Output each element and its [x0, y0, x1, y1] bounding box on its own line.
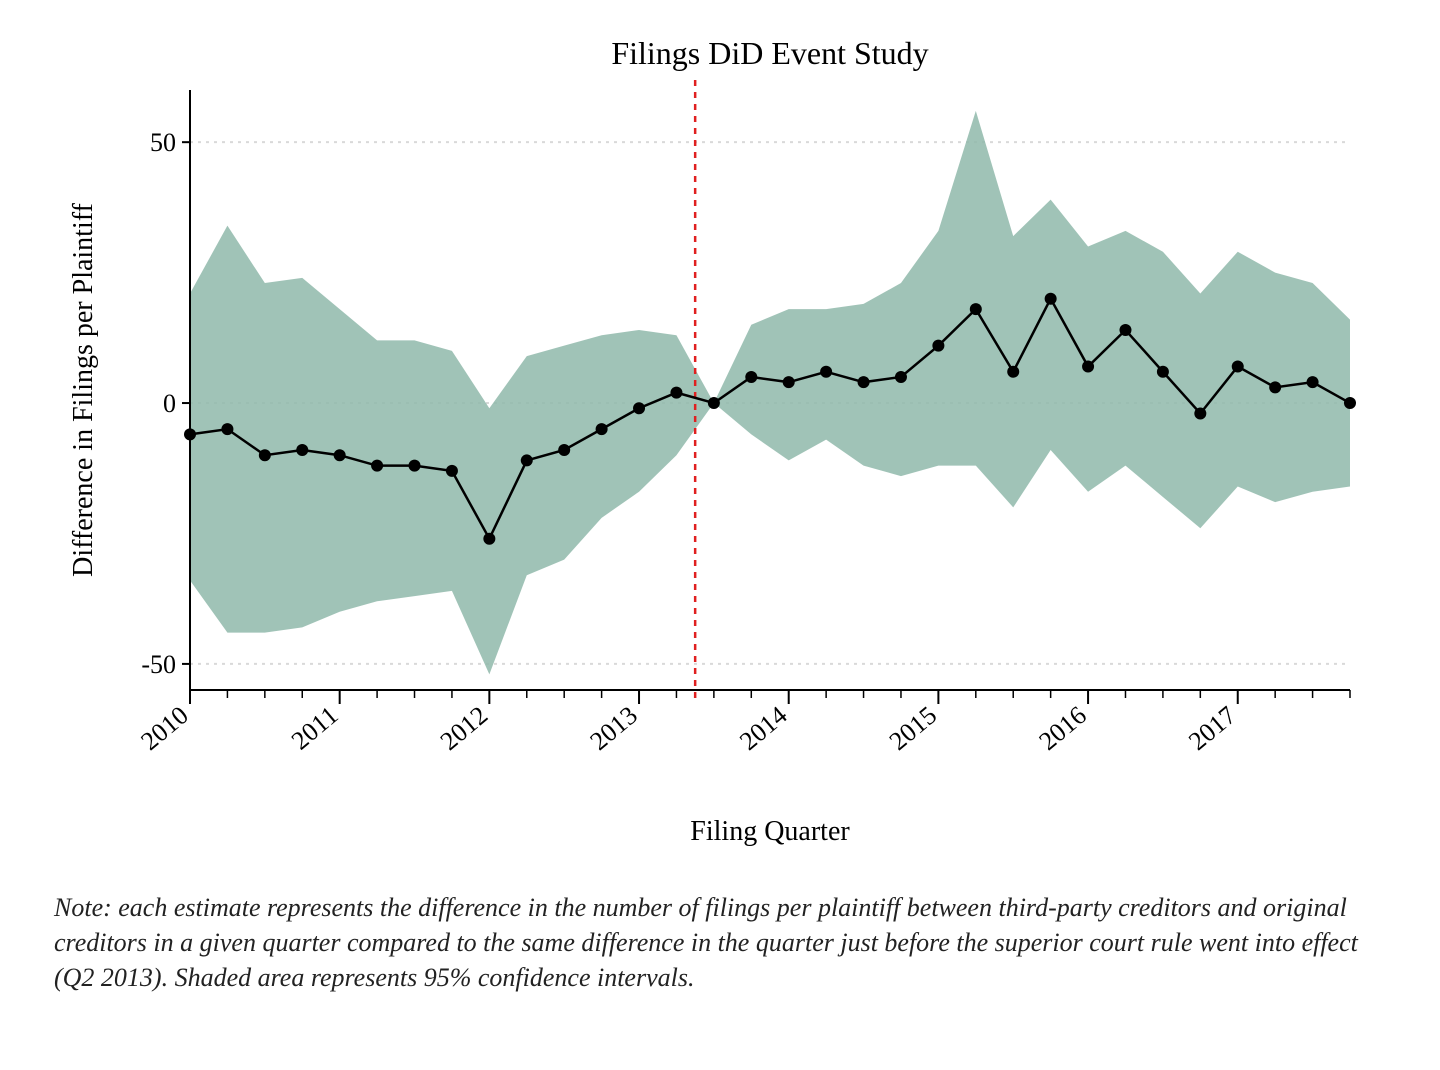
data-point: [259, 449, 271, 461]
y-tick-label: -50: [141, 650, 176, 679]
data-point: [820, 366, 832, 378]
data-point: [521, 454, 533, 466]
data-point: [633, 402, 645, 414]
data-point: [708, 397, 720, 409]
chart-svg: Filings DiD Event Study-5005020102011201…: [50, 30, 1390, 860]
data-point: [783, 376, 795, 388]
data-point: [1157, 366, 1169, 378]
data-point: [745, 371, 757, 383]
figure-container: Filings DiD Event Study-5005020102011201…: [0, 0, 1440, 1070]
data-point: [1269, 381, 1281, 393]
data-point: [932, 340, 944, 352]
data-point: [221, 423, 233, 435]
chart-title: Filings DiD Event Study: [611, 35, 928, 71]
data-point: [1232, 361, 1244, 373]
data-point: [670, 387, 682, 399]
data-point: [858, 376, 870, 388]
data-point: [1119, 324, 1131, 336]
data-point: [483, 533, 495, 545]
data-point: [895, 371, 907, 383]
data-point: [1007, 366, 1019, 378]
data-point: [1045, 293, 1057, 305]
data-point: [1194, 407, 1206, 419]
data-point: [1082, 361, 1094, 373]
data-point: [1344, 397, 1356, 409]
data-point: [558, 444, 570, 456]
data-point: [334, 449, 346, 461]
data-point: [409, 460, 421, 472]
y-tick-label: 0: [163, 389, 176, 418]
data-point: [371, 460, 383, 472]
chart-area: Filings DiD Event Study-5005020102011201…: [50, 30, 1390, 860]
data-point: [446, 465, 458, 477]
y-tick-label: 50: [150, 128, 176, 157]
data-point: [970, 303, 982, 315]
y-axis-label: Difference in Filings per Plaintiff: [68, 202, 99, 576]
data-point: [1307, 376, 1319, 388]
data-point: [596, 423, 608, 435]
data-point: [296, 444, 308, 456]
figure-note: Note: each estimate represents the diffe…: [50, 890, 1390, 995]
x-axis-label: Filing Quarter: [690, 816, 850, 847]
